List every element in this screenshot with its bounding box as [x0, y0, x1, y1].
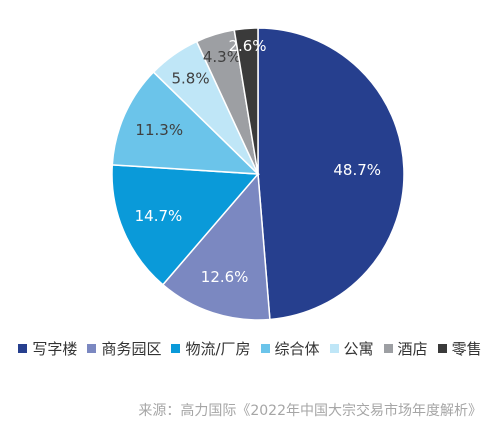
legend-swatch — [18, 344, 28, 353]
source-note: 来源：高力国际《2022年中国大宗交易市场年度解析》 — [138, 403, 482, 419]
legend-label: 物流/厂房 — [185, 340, 251, 358]
legend-swatch — [383, 344, 393, 353]
pie-slice — [111, 164, 260, 286]
pie-slice — [257, 27, 405, 321]
legend-swatch — [87, 344, 97, 353]
legend-item: 酒店 — [383, 338, 428, 359]
legend-label: 酒店 — [397, 340, 428, 358]
legend-label: 零售 — [451, 340, 482, 358]
legend-swatch — [171, 344, 181, 353]
legend-item: 写字楼 — [18, 338, 77, 359]
slice-data-label: 12.6% — [201, 268, 249, 286]
pie-slice — [161, 172, 271, 321]
legend-swatch — [437, 344, 447, 353]
legend-label: 综合体 — [274, 340, 320, 358]
slice-data-label: 48.7% — [333, 161, 381, 179]
legend-item: 商务园区 — [87, 338, 161, 359]
pie-slice — [111, 71, 260, 175]
legend-label: 公寓 — [343, 340, 374, 358]
legend-item: 公寓 — [329, 338, 374, 359]
slice-data-label: 11.3% — [135, 121, 183, 139]
legend-label: 写字楼 — [32, 340, 78, 358]
legend-item: 零售 — [437, 338, 482, 359]
pie-slice — [233, 27, 259, 175]
slice-data-label: 4.3% — [203, 48, 241, 66]
legend-label: 商务园区 — [101, 340, 162, 358]
legend-item: 综合体 — [260, 338, 320, 359]
legend-item: 物流/厂房 — [171, 338, 251, 359]
slice-data-label: 2.6% — [228, 37, 266, 55]
slice-data-label: 14.7% — [135, 207, 183, 225]
pie-svg: 48.7% 12.6% 14.7% 11.3% 5.8% 4.3%2.6% — [111, 27, 405, 321]
slice-data-label: 5.8% — [171, 70, 209, 88]
legend: 写字楼 商务园区 物流/厂房 综合体 公寓 酒店 零售 — [0, 338, 500, 359]
legend-swatch — [329, 344, 339, 353]
legend-swatch — [260, 344, 270, 353]
